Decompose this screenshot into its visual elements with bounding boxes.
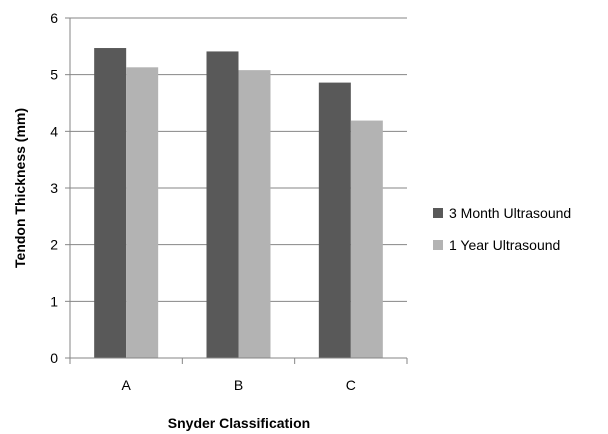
legend-swatch	[433, 240, 443, 250]
y-tick-label: 5	[50, 67, 58, 83]
bar	[350, 120, 383, 358]
y-axis-title: Tendon Thickness (mm)	[12, 108, 28, 268]
legend: 3 Month Ultrasound 1 Year Ultrasound	[433, 205, 571, 253]
bar	[206, 51, 239, 358]
legend-label: 1 Year Ultrasound	[449, 237, 560, 253]
x-tick-label: C	[346, 377, 356, 393]
y-tick-label: 2	[50, 237, 58, 253]
y-tick-label: 6	[50, 10, 58, 26]
y-tick-label: 1	[50, 293, 58, 309]
bar	[94, 48, 127, 359]
axes	[65, 17, 408, 364]
legend-swatch	[433, 208, 443, 218]
y-tick-label: 0	[50, 350, 58, 366]
x-tick-label: B	[234, 377, 243, 393]
x-tick-label: A	[121, 377, 131, 393]
bars	[94, 48, 383, 359]
bar	[318, 82, 351, 358]
y-tick-label: 4	[50, 123, 58, 139]
y-tick-labels: 0 1 2 3 4 5 6	[50, 10, 58, 366]
legend-label: 3 Month Ultrasound	[449, 205, 571, 221]
x-axis-title: Snyder Classification	[168, 415, 310, 431]
y-tick-label: 3	[50, 180, 58, 196]
bar	[126, 67, 159, 359]
bar	[238, 70, 271, 358]
x-tick-labels: A B C	[121, 377, 355, 393]
